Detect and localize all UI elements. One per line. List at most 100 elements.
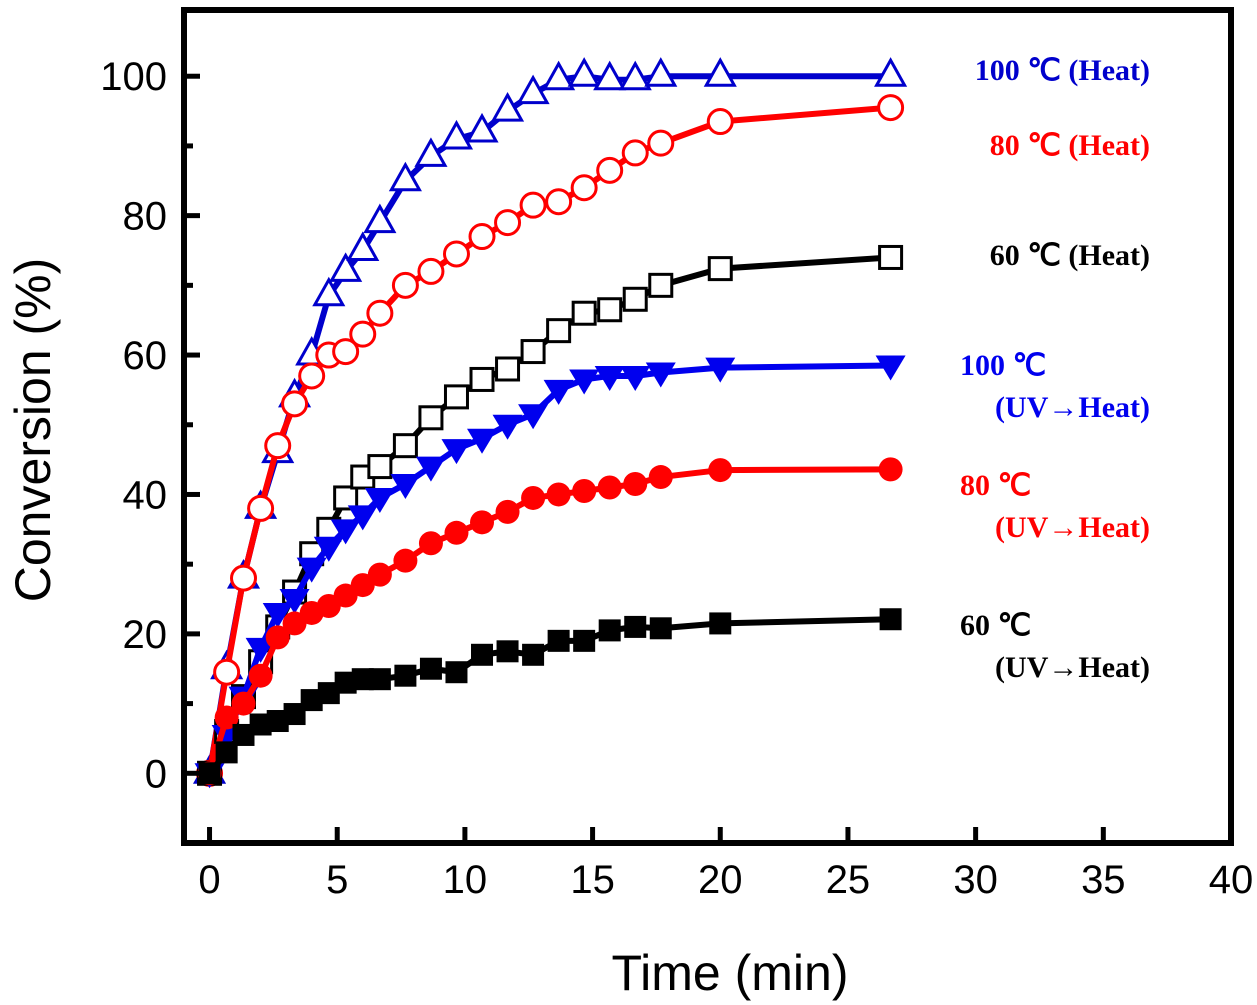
series-5: [198, 608, 902, 785]
series-1: [196, 94, 905, 787]
x-tick-label: 25: [826, 858, 871, 902]
data-point: [545, 188, 573, 216]
data-point: [347, 505, 378, 531]
data-point: [332, 338, 360, 366]
data-point: [519, 191, 547, 219]
data-point: [470, 510, 495, 535]
data-point: [703, 57, 737, 87]
data-point: [418, 405, 444, 431]
data-point: [878, 457, 903, 482]
x-tick-label: 40: [1209, 858, 1254, 902]
data-point: [572, 478, 597, 503]
data-point: [648, 272, 674, 298]
data-point: [231, 691, 256, 716]
data-point: [469, 366, 495, 392]
data-point: [232, 723, 255, 746]
data-point: [333, 485, 359, 511]
data-point: [312, 276, 346, 307]
data-point: [495, 356, 521, 382]
data-point: [644, 57, 678, 87]
data-point: [645, 362, 676, 388]
data-point: [571, 300, 597, 326]
data-point: [298, 362, 326, 390]
data-point: [443, 384, 469, 410]
data-point: [569, 369, 600, 395]
data-point: [623, 472, 648, 497]
data-point: [647, 129, 675, 157]
data-point: [367, 454, 393, 480]
data-point: [265, 625, 290, 650]
data-point: [648, 465, 673, 490]
series-3: [194, 355, 906, 789]
data-point: [518, 404, 549, 430]
data-point: [709, 612, 732, 635]
data-point: [329, 252, 363, 282]
data-point: [364, 487, 395, 513]
data-point: [417, 257, 445, 285]
legend-label: 100 ℃ (UV→Heat): [960, 349, 1150, 424]
x-tick-label: 5: [326, 858, 348, 902]
data-point: [705, 357, 736, 383]
data-point: [279, 589, 310, 615]
axis-ticks: 0 5 10 15 20 25 30 35 40 0 20 40 60 80 100: [100, 55, 1253, 902]
data-point: [247, 494, 275, 522]
data-point: [313, 536, 344, 562]
data-point: [624, 615, 647, 638]
series-layer: [192, 57, 908, 789]
x-axis-title: Time (min): [611, 945, 848, 1001]
data-point: [494, 209, 522, 237]
y-tick-label: 20: [123, 613, 168, 657]
data-point: [707, 256, 733, 282]
data-point: [878, 244, 904, 270]
data-point: [445, 661, 468, 684]
data-point: [546, 482, 571, 507]
data-point: [520, 339, 546, 365]
data-point: [543, 379, 574, 405]
y-tick-label: 100: [100, 55, 167, 99]
data-point: [363, 203, 397, 234]
data-point: [334, 671, 357, 694]
data-point: [281, 390, 309, 418]
data-point: [465, 112, 499, 143]
data-point: [368, 668, 391, 691]
data-point: [390, 474, 421, 500]
data-point: [570, 174, 598, 202]
data-point: [346, 231, 380, 261]
data-point: [874, 57, 908, 87]
x-tick-label: 35: [1081, 858, 1126, 902]
data-point: [706, 108, 734, 136]
data-point: [546, 318, 572, 344]
data-point: [547, 629, 570, 652]
data-point: [366, 299, 394, 327]
y-tick-label: 0: [145, 752, 167, 796]
data-point: [495, 499, 520, 524]
data-point: [388, 161, 422, 192]
y-tick-label: 80: [123, 195, 168, 239]
data-point: [330, 519, 361, 545]
data-point: [248, 663, 273, 688]
legend-label: 100 ℃ (Heat): [975, 54, 1150, 87]
data-point: [264, 432, 292, 460]
data-point: [266, 710, 289, 733]
data-point: [594, 365, 625, 391]
data-point: [879, 608, 902, 631]
data-point: [213, 658, 241, 686]
data-point: [593, 60, 627, 91]
data-point: [300, 689, 323, 712]
data-point: [649, 617, 672, 640]
data-point: [468, 223, 496, 251]
data-point: [214, 705, 239, 730]
y-tick-label: 40: [123, 473, 168, 517]
data-point: [317, 682, 340, 705]
data-point: [521, 485, 546, 510]
data-point: [492, 414, 523, 440]
series-line: [206, 73, 894, 777]
data-point: [415, 456, 446, 482]
data-point: [596, 156, 624, 184]
data-point: [442, 240, 470, 268]
data-point: [391, 271, 419, 299]
series-0: [192, 57, 908, 784]
data-point: [262, 602, 293, 628]
data-point: [249, 713, 272, 736]
